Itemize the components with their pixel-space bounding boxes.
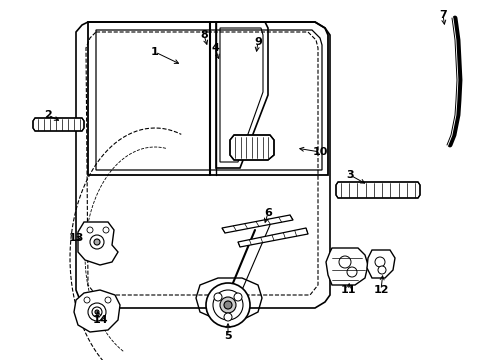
Text: 9: 9 (254, 37, 262, 47)
Circle shape (94, 239, 100, 245)
Circle shape (87, 227, 93, 233)
Polygon shape (78, 222, 118, 265)
Text: 14: 14 (92, 315, 108, 325)
Polygon shape (74, 290, 120, 332)
Circle shape (339, 256, 351, 268)
Polygon shape (230, 135, 274, 160)
Circle shape (88, 303, 106, 321)
Polygon shape (222, 215, 293, 233)
Circle shape (103, 227, 109, 233)
Circle shape (347, 267, 357, 277)
Text: 7: 7 (439, 10, 447, 20)
Circle shape (234, 293, 242, 301)
Circle shape (378, 266, 386, 274)
Circle shape (90, 235, 104, 249)
Circle shape (92, 307, 102, 317)
Text: 11: 11 (340, 285, 356, 295)
Circle shape (213, 290, 243, 320)
Polygon shape (238, 228, 308, 247)
Polygon shape (326, 248, 368, 285)
Circle shape (375, 257, 385, 267)
Circle shape (224, 313, 232, 321)
Text: 3: 3 (346, 170, 354, 180)
Text: 1: 1 (151, 47, 159, 57)
Circle shape (84, 297, 90, 303)
Text: 5: 5 (224, 331, 232, 341)
Text: 8: 8 (200, 30, 208, 40)
Polygon shape (336, 182, 420, 198)
Text: 2: 2 (44, 110, 52, 120)
Circle shape (95, 310, 99, 314)
Polygon shape (88, 22, 328, 175)
Text: 6: 6 (264, 208, 272, 218)
Circle shape (224, 301, 232, 309)
Circle shape (206, 283, 250, 327)
Circle shape (105, 297, 111, 303)
Text: 4: 4 (211, 43, 219, 53)
Circle shape (214, 293, 222, 301)
Text: 10: 10 (312, 147, 328, 157)
Polygon shape (33, 118, 84, 131)
Circle shape (220, 297, 236, 313)
Polygon shape (367, 250, 395, 278)
Text: 12: 12 (373, 285, 389, 295)
Text: 13: 13 (68, 233, 84, 243)
